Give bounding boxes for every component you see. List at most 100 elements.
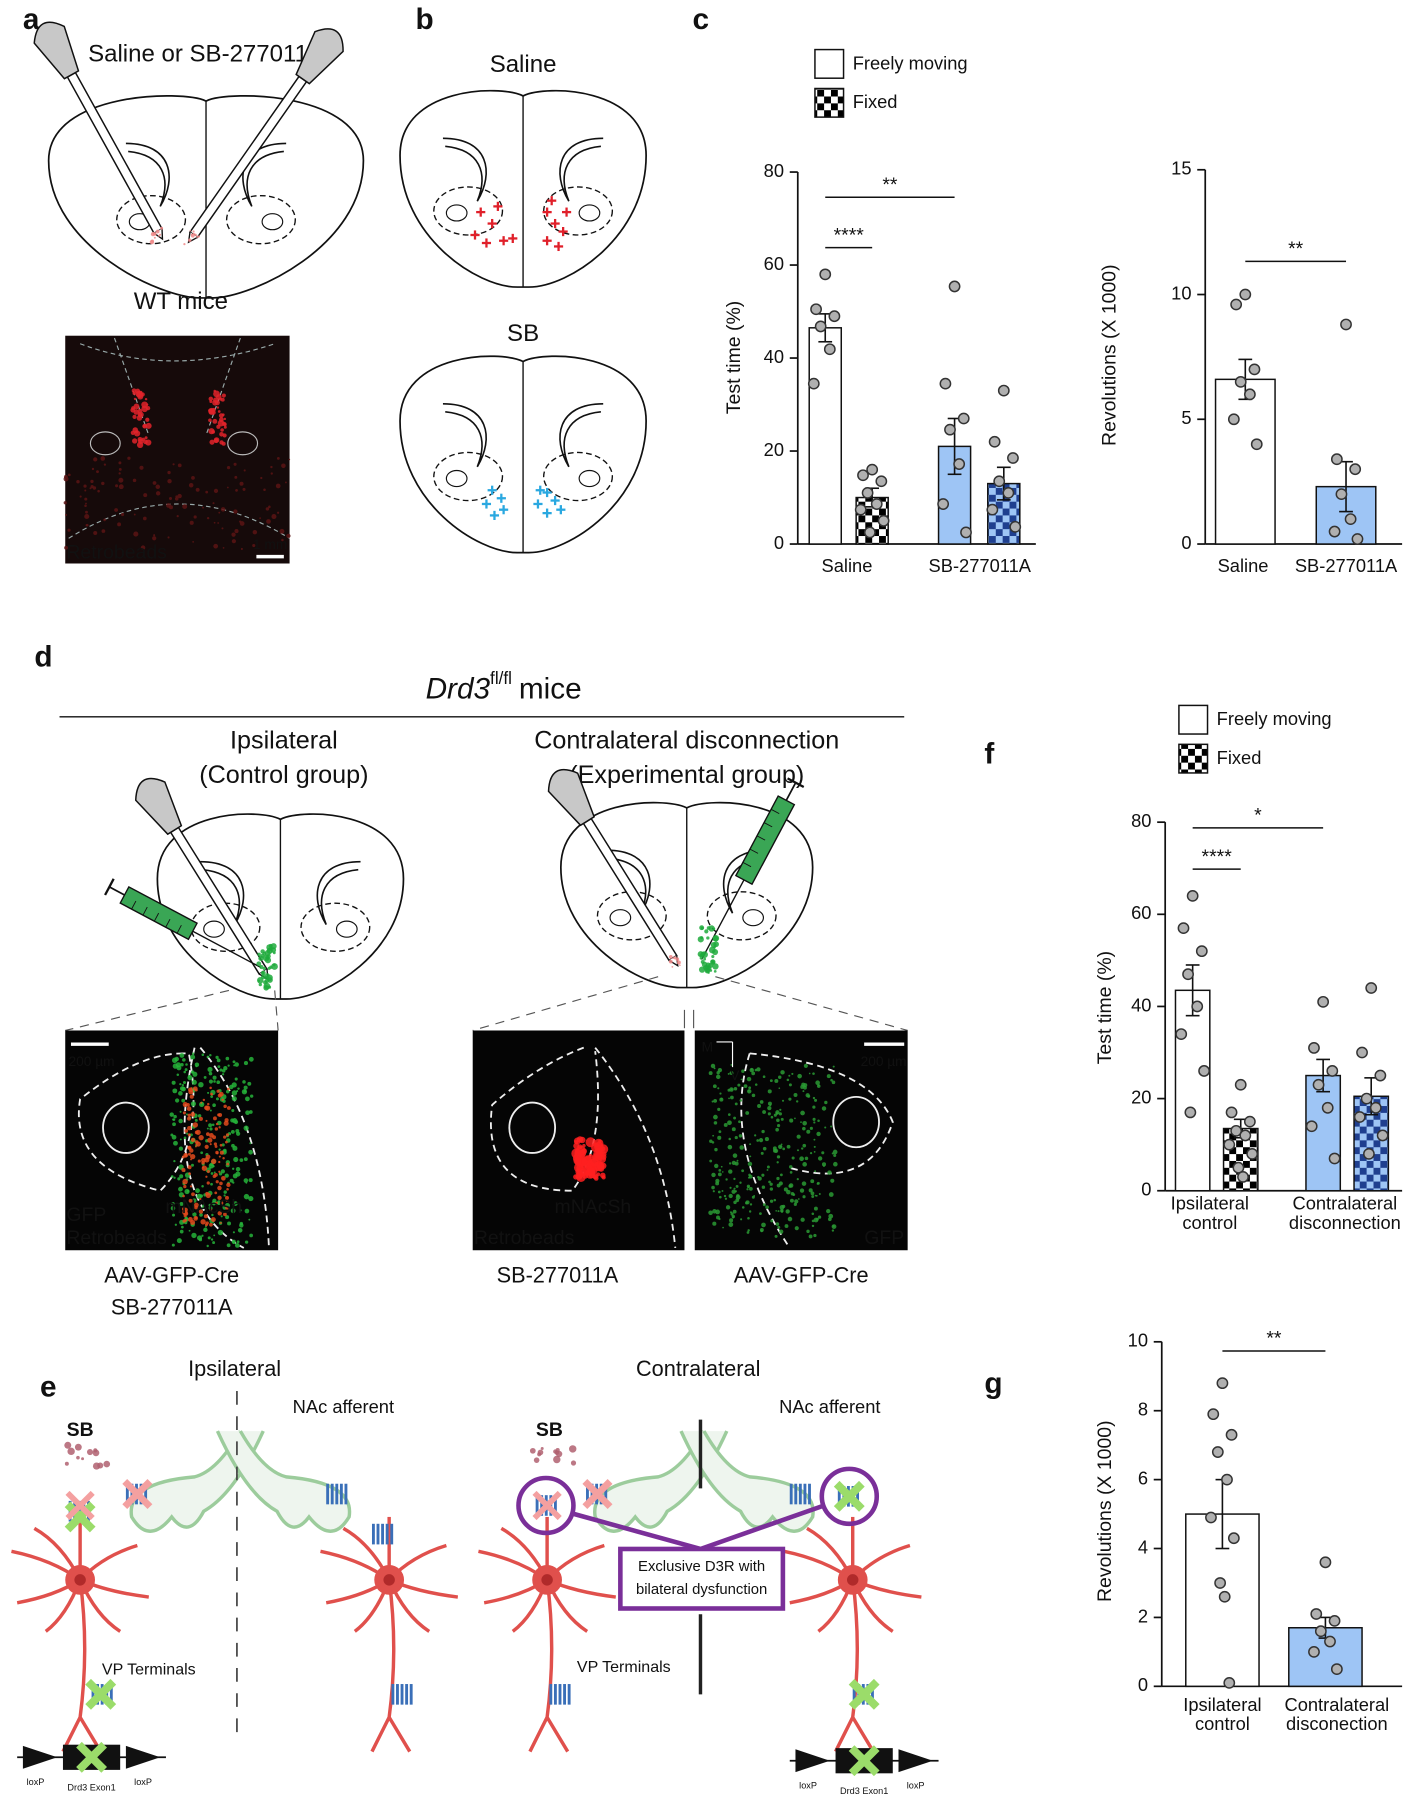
fluorescence: [214, 1127, 219, 1131]
fluorescence: [115, 484, 119, 488]
label: Ipsilateral: [188, 1356, 281, 1381]
fluorescence: [206, 1127, 209, 1130]
data-point: [1317, 995, 1330, 1008]
fluorescence: [794, 1117, 796, 1120]
fluorescence: [223, 1066, 228, 1071]
zoom-line: [472, 976, 659, 1032]
data-point: [1344, 513, 1357, 525]
label: Drd3 Exon1: [840, 1786, 888, 1796]
label: NAc afferent: [293, 1396, 394, 1417]
fluorescence: [76, 479, 80, 484]
receptor: [553, 1495, 557, 1516]
label: AAV-GFP-Cre: [734, 1262, 869, 1287]
fluorescence: [783, 1187, 788, 1192]
fluorescence: [120, 512, 125, 517]
panel-letter: a: [23, 3, 40, 36]
fluorescence: [717, 1067, 723, 1073]
fluorescence: [732, 1209, 737, 1214]
fluorescence: [725, 1205, 731, 1210]
fluorescence: [225, 1133, 230, 1137]
fluorescence: [186, 1132, 189, 1135]
fluorescence: [197, 1114, 202, 1118]
fluorescence: [233, 1157, 239, 1163]
fluorescence: [118, 467, 122, 471]
bar: [1214, 378, 1276, 545]
fluorescence: [192, 1122, 199, 1128]
fluorescence: [713, 1098, 718, 1103]
fluorescence: [243, 1061, 249, 1066]
data-point: [1365, 982, 1378, 994]
fluorescence: [588, 1153, 593, 1159]
receptor: [409, 1684, 413, 1705]
fluorescence: [786, 1078, 790, 1082]
fluorescence: [136, 415, 143, 421]
label: (Experimental group): [569, 761, 804, 789]
label: Exclusive D3R with: [638, 1559, 765, 1575]
fluorescence: [205, 1119, 208, 1122]
fluorescence: [248, 1149, 253, 1155]
fluorescence: [74, 1443, 82, 1451]
receptor: [549, 1684, 553, 1705]
x-tick-label-line: Ipsilateral: [1183, 1694, 1261, 1715]
fluorescence: [713, 941, 719, 948]
fluorescence: [227, 1064, 230, 1067]
fluorescence: [733, 1200, 737, 1205]
fluorescence: [262, 966, 266, 971]
pipette-tip: [153, 228, 164, 241]
fluorescence: [244, 1208, 250, 1214]
label: mNAcSh: [555, 1196, 632, 1218]
micrograph: [65, 335, 290, 564]
fluorescence: [186, 1106, 192, 1112]
fluorescence: [218, 1170, 221, 1173]
fluorescence: [800, 1110, 805, 1116]
fluorescence: [181, 1225, 184, 1229]
data-point: [1234, 375, 1247, 388]
fluorescence: [233, 509, 238, 514]
receptor: [130, 1483, 134, 1505]
fluorescence: [216, 1152, 219, 1155]
fluorescence: [733, 1087, 738, 1091]
block-mark: [532, 1490, 562, 1521]
receptor: [125, 1483, 129, 1505]
fluorescence: [207, 1236, 211, 1240]
fluorescence: [813, 1150, 816, 1153]
fluorescence: [826, 1209, 831, 1214]
fluorescence: [86, 1449, 94, 1456]
fluorescence: [234, 1243, 240, 1248]
callout-line: [571, 1511, 702, 1552]
fluorescence: [243, 1125, 249, 1131]
fluorescence: [210, 1172, 214, 1175]
fluorescence: [600, 1172, 606, 1179]
fluorescence: [183, 243, 186, 246]
fluorescence: [762, 1075, 766, 1079]
fluorescence: [232, 1167, 235, 1170]
fluorescence: [230, 1130, 235, 1134]
fluorescence: [717, 1172, 722, 1177]
data-point: [1312, 1078, 1325, 1091]
fluorescence: [203, 1227, 208, 1233]
receptor: [590, 1483, 594, 1505]
fluorescence: [824, 1100, 828, 1105]
fluorescence: [762, 1146, 767, 1151]
fluorescence: [243, 1085, 248, 1090]
fluorescence: [184, 1068, 188, 1072]
fluorescence: [808, 1234, 813, 1239]
fluorescence: [234, 1077, 238, 1081]
fluorescence: [200, 1206, 204, 1210]
label: Retrobeads: [66, 541, 167, 563]
fluorescence: [813, 1217, 819, 1223]
fluorescence: [79, 495, 82, 498]
fluorescence: [713, 1114, 718, 1120]
fluorescence: [582, 1143, 586, 1148]
fluorescence: [540, 1447, 544, 1451]
legend-label: Fixed: [1217, 747, 1262, 768]
fluorescence: [708, 1071, 713, 1076]
brain-section: [156, 813, 405, 1000]
block-mark: [85, 1678, 117, 1710]
data-point: [1308, 1645, 1320, 1658]
fluorescence: [704, 929, 709, 934]
fluorescence: [155, 484, 161, 490]
receptor: [376, 1523, 380, 1545]
fluorescence: [747, 1229, 750, 1232]
fluorescence: [219, 1150, 224, 1155]
